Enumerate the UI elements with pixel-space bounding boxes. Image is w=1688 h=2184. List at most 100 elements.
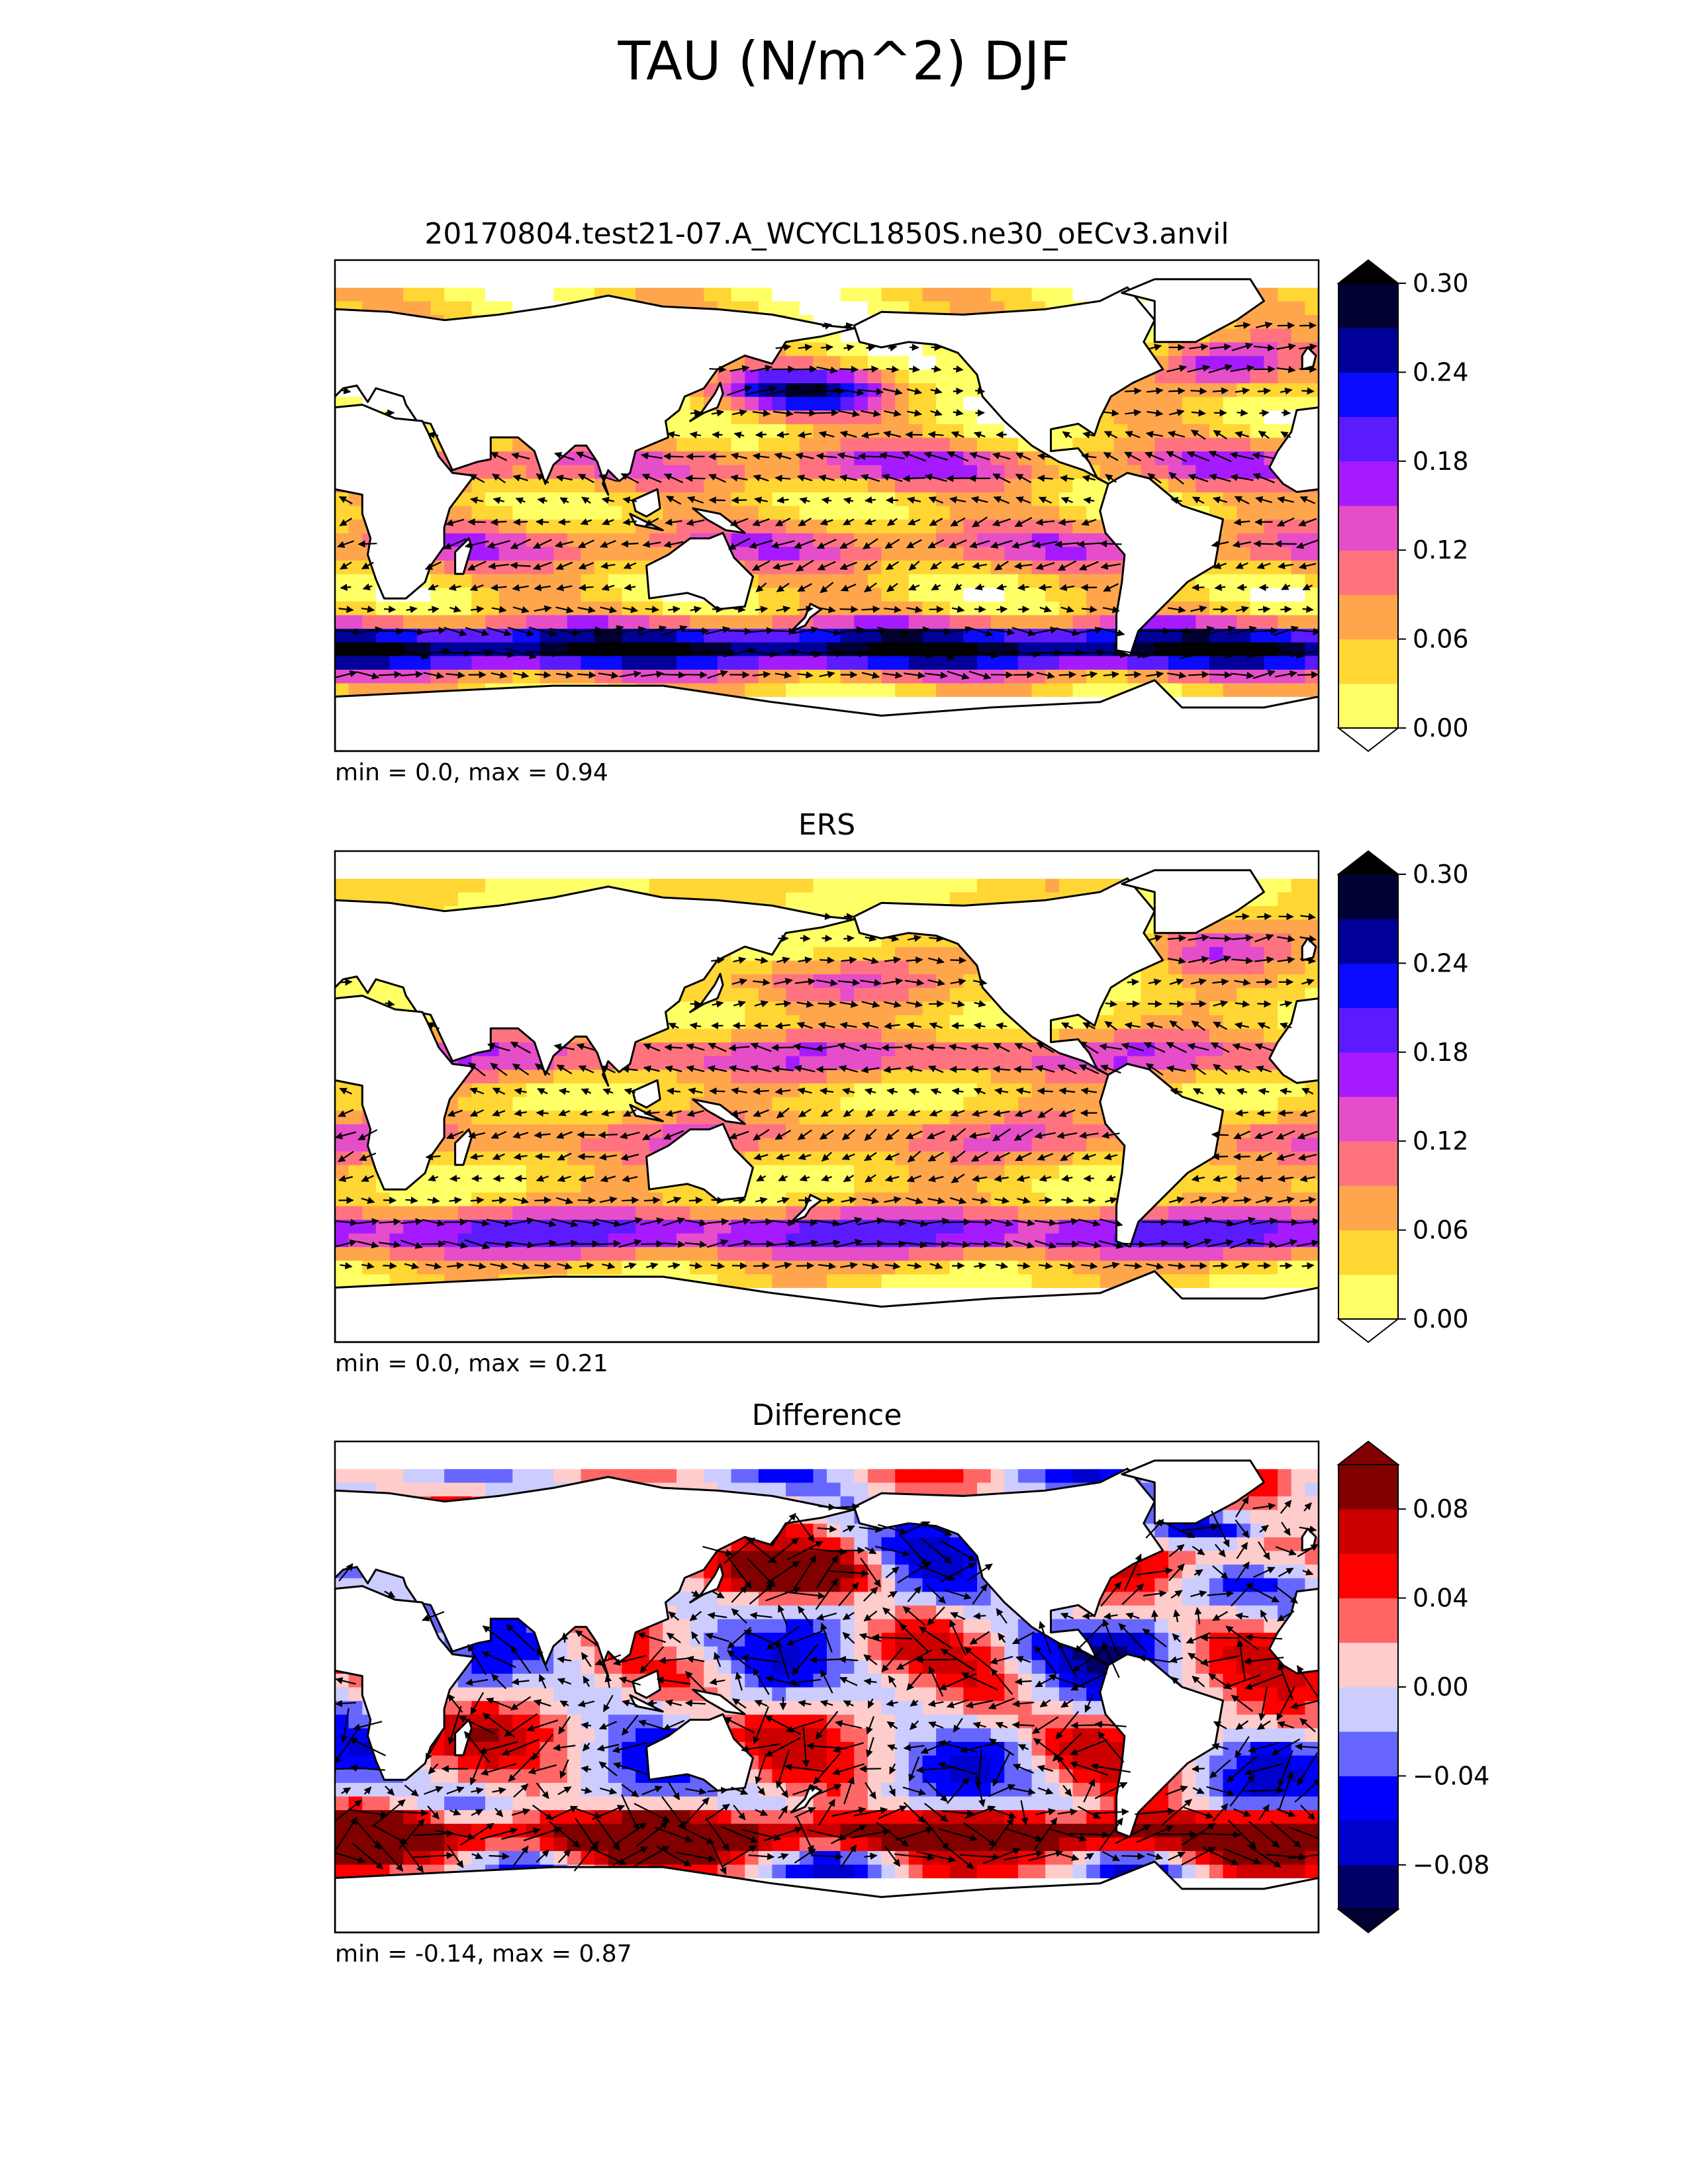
field-cell: [936, 546, 951, 561]
field-cell: [539, 560, 554, 574]
field-cell: [498, 260, 513, 275]
field-cell: [745, 1273, 759, 1289]
field-cell: [895, 546, 910, 561]
field-cell: [1223, 587, 1237, 602]
field-cell: [622, 560, 636, 574]
wind-vector: [1253, 540, 1274, 548]
field-cell: [457, 273, 472, 288]
field-cell: [1100, 614, 1114, 629]
field-cell: [1058, 273, 1074, 288]
field-cell: [949, 1015, 964, 1029]
field-cell: [444, 287, 459, 302]
field-cell: [745, 1097, 759, 1111]
field-cell: [444, 655, 459, 670]
field-cell: [1017, 533, 1033, 547]
field-cell: [539, 669, 554, 684]
field-cell: [416, 642, 431, 657]
field-cell: [854, 287, 868, 302]
field-cell: [1291, 1110, 1305, 1124]
field-cell: [1086, 601, 1101, 615]
field-cell: [813, 1028, 827, 1043]
field-cell: [1182, 1042, 1196, 1056]
field-cell: [1237, 465, 1251, 479]
wind-vector: [1058, 670, 1076, 678]
field-cell: [649, 1192, 663, 1206]
field-cell: [1086, 1137, 1101, 1152]
field-cell: [457, 1205, 472, 1220]
field-cell: [813, 383, 827, 397]
field-cell: [977, 574, 992, 588]
field-cell: [963, 682, 978, 698]
field-cell: [827, 1028, 841, 1043]
field-cell: [1278, 682, 1292, 698]
field-cell: [1045, 1273, 1060, 1289]
field-cell: [1045, 1056, 1060, 1070]
field-cell: [567, 587, 582, 602]
field-cell: [1305, 506, 1319, 520]
field-cell: [635, 1137, 650, 1152]
field-cell: [1154, 451, 1169, 465]
field-cell: [553, 465, 568, 479]
field-cell: [663, 478, 677, 492]
field-cell: [1168, 1028, 1183, 1043]
field-cell: [581, 587, 595, 602]
field-cell: [717, 1015, 732, 1029]
field-cell: [1031, 614, 1046, 629]
field-cell: [936, 655, 951, 670]
field-cell: [375, 1192, 391, 1206]
field-cell: [922, 696, 937, 711]
field-cell: [1305, 300, 1319, 315]
field-cell: [758, 424, 773, 438]
field-cell: [867, 1233, 882, 1248]
field-cell: [1182, 682, 1196, 698]
field-cell: [1264, 1165, 1278, 1179]
field-cell: [881, 369, 896, 384]
field-cell: [1278, 273, 1292, 288]
field-cell: [457, 601, 472, 615]
field-cell: [649, 533, 663, 547]
field-cell: [827, 437, 841, 452]
field-cell: [840, 437, 855, 452]
wind-vector: [1209, 671, 1232, 679]
field-cell: [485, 574, 500, 588]
field-cell: [717, 437, 732, 452]
field-cell: [936, 601, 951, 615]
field-cell: [867, 546, 882, 561]
field-cell: [895, 1219, 910, 1234]
field-cell: [1264, 682, 1278, 698]
field-cell: [608, 560, 622, 574]
field-cell: [813, 506, 827, 520]
field-cell: [936, 260, 951, 275]
field-cell: [457, 492, 472, 506]
field-cell: [799, 437, 814, 452]
field-cell: [444, 1246, 459, 1261]
field-cell: [1223, 492, 1237, 506]
field-cell: [1100, 1165, 1114, 1179]
field-cell: [567, 506, 582, 520]
field-cell: [1196, 1056, 1210, 1070]
field-cell: [786, 1042, 800, 1056]
field-cell: [1168, 1260, 1183, 1275]
map-area: [335, 260, 1319, 751]
field-cell: [1031, 1137, 1046, 1152]
field-cell: [1045, 1165, 1060, 1179]
field-cell: [922, 1097, 937, 1111]
field-cell: [867, 655, 882, 670]
field-cell: [990, 560, 1005, 574]
field-cell: [1305, 287, 1319, 302]
field-cell: [512, 260, 527, 275]
field-cell: [758, 1233, 773, 1248]
field-cell: [362, 587, 377, 602]
field-cell: [867, 519, 882, 533]
field-cell: [416, 1233, 431, 1248]
field-cell: [908, 696, 923, 711]
field-cell: [908, 287, 923, 302]
wind-vector: [1301, 387, 1315, 395]
field-cell: [1004, 669, 1019, 684]
field-cell: [403, 1205, 418, 1220]
field-cell: [348, 560, 363, 574]
field-cell: [895, 1137, 910, 1152]
field-cell: [677, 273, 691, 288]
field-cell: [895, 1273, 910, 1289]
field-cell: [963, 546, 978, 561]
